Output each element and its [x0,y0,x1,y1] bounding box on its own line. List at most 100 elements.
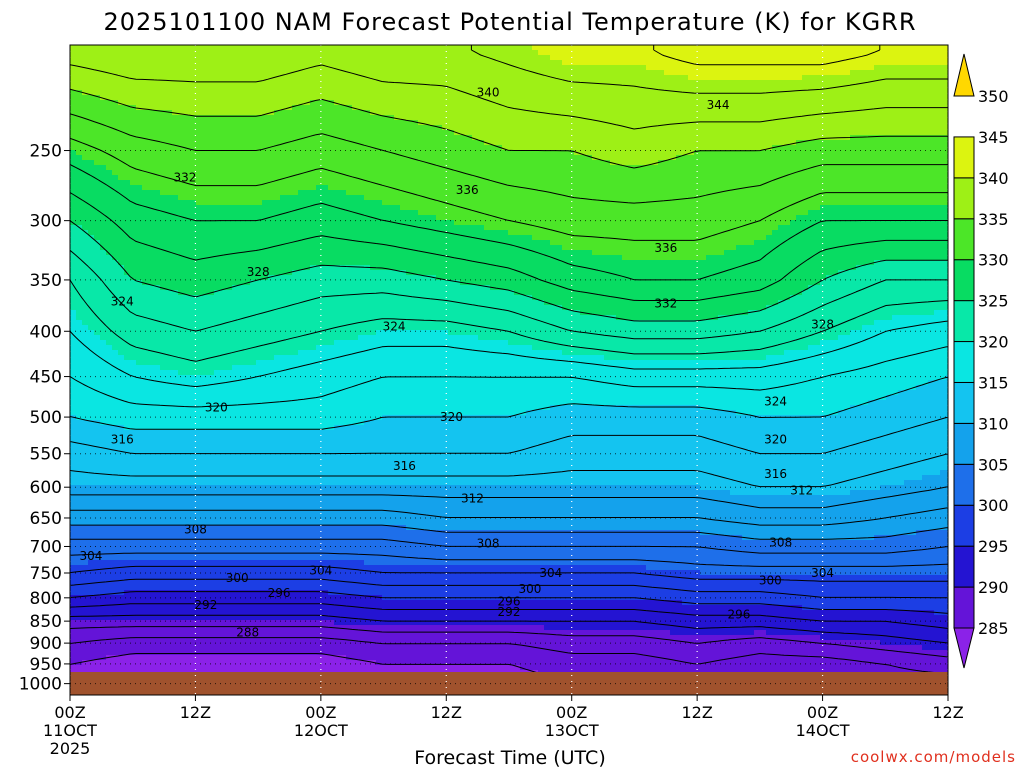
field-cell [784,160,791,166]
field-cell [766,60,773,66]
field-cell [796,185,803,191]
field-cell [706,80,713,86]
field-cell [334,190,341,196]
field-cell [280,165,287,171]
field-cell [526,160,533,166]
field-cell [370,60,377,66]
field-cell [472,100,479,106]
field-cell [190,190,197,196]
field-cell [490,165,497,171]
field-cell [88,55,95,61]
field-cell [154,200,161,206]
field-cell [934,205,941,211]
field-cell [358,70,365,76]
field-cell [898,130,905,136]
field-cell [232,50,239,56]
field-cell [940,95,947,101]
field-cell [400,90,407,96]
field-cell [724,45,731,51]
field-cell [874,155,881,161]
field-cell [88,175,95,181]
field-cell [850,205,857,211]
field-cell [742,190,749,196]
field-cell [652,130,659,136]
field-cell [832,90,839,96]
field-cell [358,145,365,151]
field-cell [784,195,791,201]
field-cell [502,165,509,171]
field-cell [382,60,389,66]
field-cell [910,65,917,71]
field-cell [394,110,401,116]
field-cell [640,155,647,161]
field-cell [910,80,917,86]
field-cell [286,50,293,56]
field-cell [406,140,413,146]
field-cell [268,165,275,171]
field-cell [496,110,503,116]
field-cell [508,50,515,56]
field-cell [310,95,317,101]
field-cell [844,200,851,206]
field-cell [364,125,371,131]
field-cell [76,145,83,151]
field-cell [70,205,77,211]
field-cell [826,145,833,151]
field-cell [634,85,641,91]
field-cell [454,95,461,101]
field-cell [388,95,395,101]
field-cell [796,70,803,76]
field-cell [82,200,89,206]
field-cell [772,80,779,86]
field-cell [202,85,209,91]
field-cell [628,115,635,121]
field-cell [466,205,473,211]
field-cell [586,175,593,181]
field-cell [610,70,617,76]
field-cell [184,85,191,91]
field-cell [484,135,491,141]
field-cell [412,185,419,191]
field-cell [76,170,83,176]
field-cell [106,180,113,186]
field-cell [472,145,479,151]
field-cell [670,195,677,201]
field-cell [940,200,947,206]
field-cell [316,160,323,166]
field-cell [880,65,887,71]
field-cell [148,65,155,71]
field-cell [346,65,353,71]
field-cell [844,70,851,76]
field-cell [580,110,587,116]
field-cell [298,140,305,146]
field-cell [880,160,887,166]
field-cell [520,125,527,131]
field-cell [460,85,467,91]
field-cell [934,50,941,56]
field-cell [310,115,317,121]
field-cell [88,210,95,216]
field-cell [172,165,179,171]
field-cell [604,85,611,91]
field-cell [688,130,695,136]
field-cell [652,50,659,56]
field-cell [946,110,948,116]
field-cell [724,115,731,121]
field-cell [742,130,749,136]
field-cell [406,95,413,101]
field-cell [268,200,275,206]
field-cell [340,145,347,151]
field-cell [928,130,935,136]
field-cell [292,155,299,161]
field-cell [286,170,293,176]
field-cell [862,125,869,131]
field-cell [520,45,527,51]
field-cell [694,75,701,81]
field-cell [214,110,221,116]
field-cell [526,110,533,116]
field-cell [112,75,119,81]
field-cell [274,90,281,96]
field-cell [358,95,365,101]
field-cell [100,75,107,81]
field-cell [580,60,587,66]
